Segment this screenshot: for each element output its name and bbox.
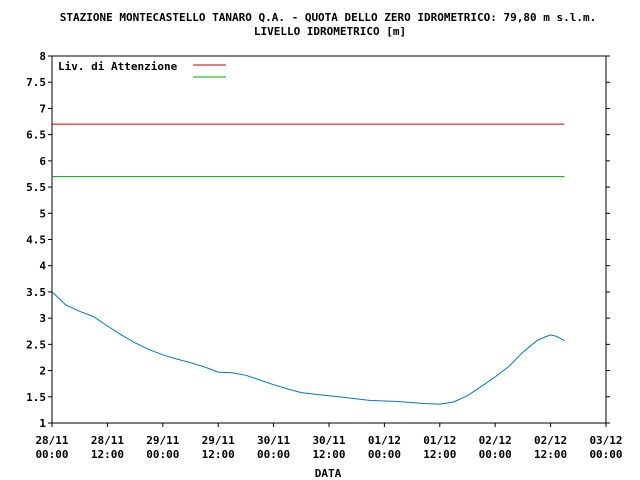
y-tick-label: 5	[39, 207, 46, 220]
x-axis: 28/1100:0028/1112:0029/1100:0029/1112:00…	[35, 423, 623, 461]
x-tick-date: 29/11	[146, 434, 179, 447]
x-tick-time: 12:00	[202, 448, 235, 461]
y-tick-label: 3.5	[26, 286, 46, 299]
y-tick-label: 6	[39, 155, 46, 168]
x-tick-time: 12:00	[423, 448, 456, 461]
x-tick-time: 12:00	[534, 448, 567, 461]
y-tick-label: 4.5	[26, 234, 46, 247]
y-tick-label: 1.5	[26, 391, 46, 404]
y-tick-label: 7	[39, 102, 46, 115]
x-tick-date: 30/11	[257, 434, 290, 447]
x-tick-time: 00:00	[589, 448, 622, 461]
x-tick-date: 01/12	[368, 434, 401, 447]
legend: Liv. di Attenzione	[58, 60, 226, 78]
chart-subtitle: LIVELLO IDROMETRICO [m]	[254, 25, 406, 38]
x-tick-time: 00:00	[368, 448, 401, 461]
x-tick-date: 28/11	[35, 434, 68, 447]
x-axis-label: DATA	[315, 467, 342, 480]
chart-title: STAZIONE MONTECASTELLO TANARO Q.A. - QUO…	[60, 11, 596, 24]
y-tick-label: 7.5	[26, 76, 46, 89]
water-level-series-line	[51, 291, 565, 405]
y-tick-label: 2.5	[26, 338, 46, 351]
y-tick-label: 4	[39, 260, 46, 273]
x-tick-time: 12:00	[312, 448, 345, 461]
threshold-lines	[52, 123, 565, 178]
x-tick-date: 03/12	[589, 434, 622, 447]
x-tick-time: 12:00	[91, 448, 124, 461]
x-tick-date: 02/12	[479, 434, 512, 447]
x-tick-date: 30/11	[312, 434, 345, 447]
x-tick-date: 01/12	[423, 434, 456, 447]
legend-label-attenzione: Liv. di Attenzione	[58, 60, 178, 73]
y-tick-label: 1	[39, 417, 46, 430]
y-tick-label: 2	[39, 365, 46, 378]
x-tick-date: 28/11	[91, 434, 124, 447]
plot-frame	[51, 55, 607, 424]
x-tick-date: 02/12	[534, 434, 567, 447]
y-tick-label: 6.5	[26, 129, 46, 142]
x-tick-time: 00:00	[257, 448, 290, 461]
x-tick-time: 00:00	[35, 448, 68, 461]
x-tick-date: 29/11	[202, 434, 235, 447]
y-tick-label: 3	[39, 312, 46, 325]
y-tick-label: 5.5	[26, 181, 46, 194]
x-tick-time: 00:00	[479, 448, 512, 461]
x-tick-time: 00:00	[146, 448, 179, 461]
y-tick-label: 8	[39, 50, 46, 63]
y-axis: 1 1.5 2 2.5 3 3.5 4 4.5 5 5.5 6 6.5 7 7.5 8	[26, 50, 610, 430]
series-group	[51, 291, 565, 405]
